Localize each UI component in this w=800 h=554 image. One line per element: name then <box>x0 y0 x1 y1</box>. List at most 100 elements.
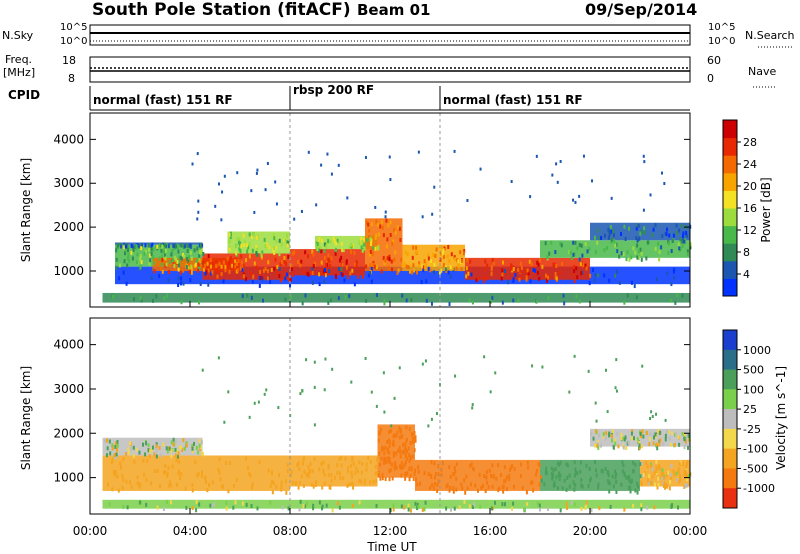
echo-speck <box>195 508 198 513</box>
echo-speck <box>246 249 249 254</box>
echo-speck <box>327 253 330 258</box>
echo-speck <box>585 500 588 505</box>
echo-speck <box>607 479 610 484</box>
echo-speck <box>162 442 165 447</box>
echo-speck <box>645 256 648 261</box>
echo-speck <box>190 256 193 261</box>
echo-speck <box>151 242 154 247</box>
echo-speck <box>229 460 232 465</box>
echo-speck <box>570 500 573 505</box>
echo-speck <box>116 449 119 454</box>
echo-speck <box>666 484 669 489</box>
y-tick-label: 4000 <box>53 338 84 352</box>
echo-speck <box>422 265 425 270</box>
echo-speck <box>338 267 341 272</box>
echo-speck <box>655 442 658 447</box>
echo-speck <box>674 432 677 437</box>
echo-speck <box>621 460 624 465</box>
velocity-colorbar-swatch <box>723 428 737 450</box>
echo-speck <box>655 465 658 470</box>
echo-speck <box>205 270 208 275</box>
echo-speck <box>386 447 389 452</box>
echo-speck <box>652 432 655 437</box>
echo-speck <box>320 249 323 254</box>
echo-speck <box>635 226 638 231</box>
echo-speck <box>323 255 326 260</box>
echo-speck <box>381 220 384 225</box>
echo-speck <box>413 268 416 273</box>
echo-speck <box>450 252 453 257</box>
echo-speck <box>563 301 566 306</box>
echo-speck <box>198 502 201 507</box>
echo-speck <box>490 473 493 478</box>
echo-speck <box>656 485 659 490</box>
echo-speck <box>584 242 587 247</box>
echo-speck <box>560 243 563 248</box>
echo-speck <box>136 252 139 257</box>
echo-speck <box>660 471 663 476</box>
echo-speck <box>525 269 528 274</box>
echo-speck <box>335 241 338 246</box>
echo-speck <box>592 436 595 441</box>
echo-speck <box>508 467 511 472</box>
echo-speck <box>495 476 498 481</box>
echo-speck <box>606 246 609 251</box>
echo-speck <box>584 263 587 268</box>
echo-speck <box>639 231 642 236</box>
echo-speck <box>311 270 314 275</box>
echo-speck <box>170 483 173 488</box>
echo-speck <box>200 451 203 456</box>
echo-speck <box>170 500 173 505</box>
echo-speck <box>326 152 329 156</box>
echo-speck <box>455 266 458 271</box>
echo-speck <box>182 253 185 258</box>
echo-speck <box>183 254 186 259</box>
velocity-ylabel: Slant Range [km] <box>19 366 33 470</box>
echo-speck <box>409 441 412 446</box>
echo-speck <box>405 264 408 269</box>
echo-speck <box>677 435 680 440</box>
echo-speck <box>336 463 339 468</box>
echo-speck <box>191 446 194 451</box>
echo-speck <box>370 222 373 227</box>
echo-speck <box>593 443 596 448</box>
echo-speck <box>222 260 225 265</box>
echo-speck <box>370 266 373 271</box>
echo-speck <box>545 470 548 475</box>
echo-speck <box>380 456 383 461</box>
echo-speck <box>196 152 199 156</box>
echo-speck <box>273 236 276 241</box>
echo-speck <box>445 506 448 511</box>
echo-speck <box>363 481 366 486</box>
echo-speck <box>392 239 395 244</box>
echo-speck <box>171 258 174 263</box>
echo-speck <box>293 250 296 255</box>
echo-speck <box>628 257 631 262</box>
echo-speck <box>218 261 221 266</box>
echo-speck <box>187 255 190 260</box>
x-tick-label: 12:00 <box>373 524 408 538</box>
echo-speck <box>348 482 351 487</box>
echo-speck <box>685 483 688 488</box>
echo-speck <box>150 447 153 452</box>
echo-speck <box>330 256 333 261</box>
echo-speck <box>556 180 559 184</box>
echo-speck <box>668 486 671 491</box>
echo-speck <box>170 252 173 257</box>
echo-speck <box>112 294 115 299</box>
echo-speck <box>630 436 633 441</box>
echo-speck <box>606 410 609 414</box>
echo-speck <box>453 465 456 470</box>
echo-speck <box>248 242 251 247</box>
echo-speck <box>685 474 688 479</box>
echo-speck <box>609 504 612 509</box>
date-label: 09/Sep/2014 <box>585 0 697 19</box>
echo-speck <box>331 367 334 371</box>
echo-speck <box>177 471 180 476</box>
velocity-colorbar-label: Velocity [m s^-1] <box>774 366 788 470</box>
echo-speck <box>312 503 315 508</box>
echo-speck <box>547 506 550 511</box>
echo-speck <box>217 467 220 472</box>
echo-speck <box>369 249 372 254</box>
